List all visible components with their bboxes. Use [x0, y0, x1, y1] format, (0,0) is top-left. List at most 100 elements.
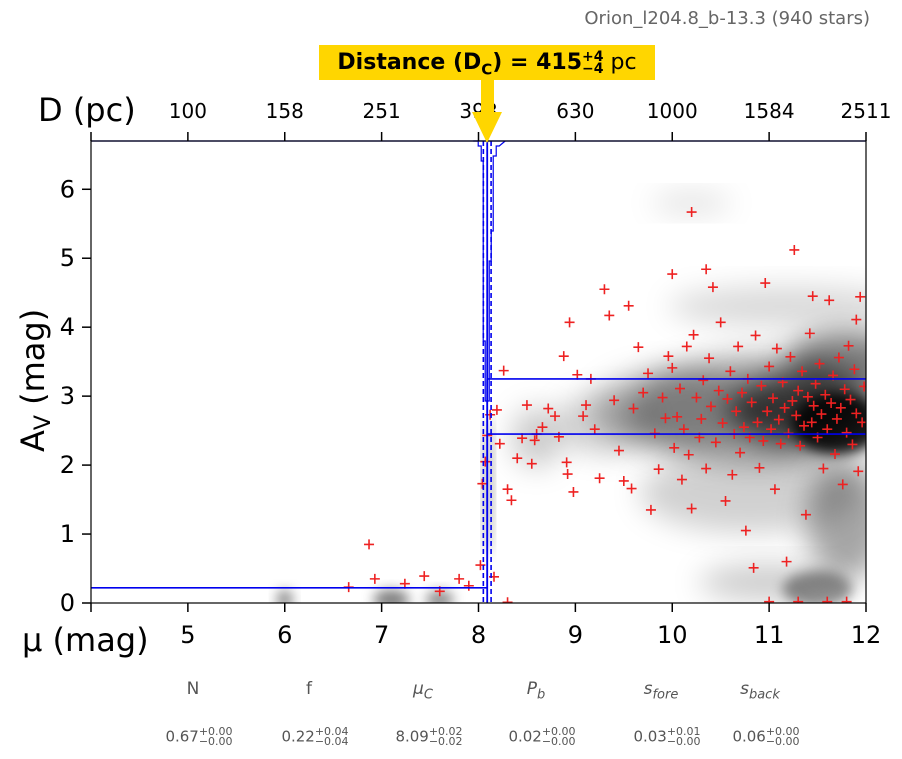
star-marker: [526, 458, 537, 469]
region-label: Orion_l204.8_b-13.3 (940 stars): [584, 8, 870, 29]
top-axis: 100 158 251 398 630 1000 1584 2511: [90, 99, 892, 141]
star-points: [343, 207, 866, 603]
distance-arrow-icon: [472, 80, 502, 143]
star-marker: [686, 503, 697, 514]
density-blob: [554, 393, 655, 454]
density-background: [276, 193, 866, 603]
star-marker: [733, 341, 744, 352]
y-tick-label: 6: [60, 175, 75, 203]
star-marker: [787, 395, 798, 406]
param-label: sfore: [643, 679, 679, 703]
star-marker: [502, 597, 513, 603]
star-marker: [688, 329, 699, 340]
star-marker: [710, 437, 721, 448]
x-tick-label: 8: [471, 621, 486, 649]
star-marker: [771, 343, 782, 354]
star-marker: [793, 596, 804, 603]
star-marker: [849, 364, 860, 375]
star-marker: [851, 314, 862, 325]
star-marker: [609, 395, 620, 406]
star-marker: [676, 474, 687, 485]
star-marker: [750, 330, 761, 341]
star-marker: [706, 401, 716, 412]
star-marker: [841, 427, 852, 438]
star-marker: [558, 351, 569, 362]
star-marker: [657, 392, 668, 403]
star-marker: [626, 483, 637, 494]
star-marker: [773, 414, 784, 425]
star-marker: [568, 486, 579, 497]
star-marker: [681, 341, 692, 352]
param-label: μC: [413, 679, 433, 703]
param-value: 8.09+0.02 −0.02: [395, 725, 463, 748]
star-marker: [748, 562, 759, 573]
param-label: f: [306, 679, 312, 699]
star-marker: [364, 539, 375, 550]
star-marker: [399, 578, 410, 589]
y-tick-label: 5: [60, 244, 75, 272]
star-marker: [853, 466, 864, 477]
star-marker: [781, 556, 792, 567]
star-marker: [766, 424, 777, 435]
star-marker: [779, 402, 790, 413]
star-marker: [859, 381, 866, 392]
top-tick-label: 100: [169, 99, 207, 123]
density-blob: [373, 589, 410, 603]
star-marker: [816, 409, 827, 420]
star-marker: [764, 361, 775, 372]
star-marker: [701, 463, 712, 474]
density-blob: [276, 589, 293, 603]
top-tick-label: 1000: [647, 99, 698, 123]
star-marker: [715, 317, 726, 328]
star-marker: [800, 509, 811, 520]
star-marker: [663, 351, 674, 362]
x-tick-label: 9: [568, 621, 583, 649]
density-blob: [791, 393, 866, 454]
star-marker: [826, 398, 837, 409]
star-marker: [731, 406, 742, 417]
density-blob: [484, 415, 493, 556]
star-marker: [498, 365, 509, 376]
star-marker: [369, 573, 380, 584]
param-label: N: [186, 679, 200, 699]
top-tick-label: 2511: [841, 99, 892, 123]
star-marker: [419, 571, 430, 582]
star-marker: [696, 413, 707, 424]
star-marker: [698, 375, 709, 386]
top-tick-label: 251: [363, 99, 401, 123]
star-marker: [618, 475, 629, 486]
star-marker: [855, 291, 866, 302]
star-marker: [564, 317, 575, 328]
y-tick-label: 1: [60, 520, 75, 548]
star-marker: [822, 596, 833, 603]
star-marker: [831, 413, 842, 424]
star-marker: [477, 478, 488, 489]
star-marker: [604, 310, 615, 321]
star-marker: [807, 291, 818, 302]
star-marker: [704, 353, 715, 364]
star-marker: [537, 422, 548, 433]
x-axis-label: μ (mag): [22, 621, 149, 659]
star-marker: [835, 402, 846, 413]
star-marker: [491, 404, 502, 415]
y-axis-label: AV (mag): [14, 309, 56, 452]
star-marker: [760, 278, 771, 289]
x-tick-label: 6: [277, 621, 292, 649]
star-marker: [756, 380, 767, 391]
star-marker: [633, 342, 644, 353]
star-marker: [669, 442, 680, 453]
star-marker: [717, 418, 728, 429]
density-blob: [651, 193, 732, 214]
top-axis-label: D (pc): [38, 91, 136, 129]
param-label: Pb: [526, 679, 546, 703]
star-marker: [660, 413, 671, 424]
star-marker: [791, 410, 802, 421]
star-marker: [480, 456, 491, 467]
y-tick-label: 2: [60, 451, 75, 479]
star-marker: [764, 596, 775, 603]
distance-annotation-box: [319, 45, 655, 80]
star-marker: [822, 424, 833, 435]
star-marker: [494, 438, 505, 449]
star-marker: [454, 573, 465, 584]
star-marker: [789, 244, 800, 255]
